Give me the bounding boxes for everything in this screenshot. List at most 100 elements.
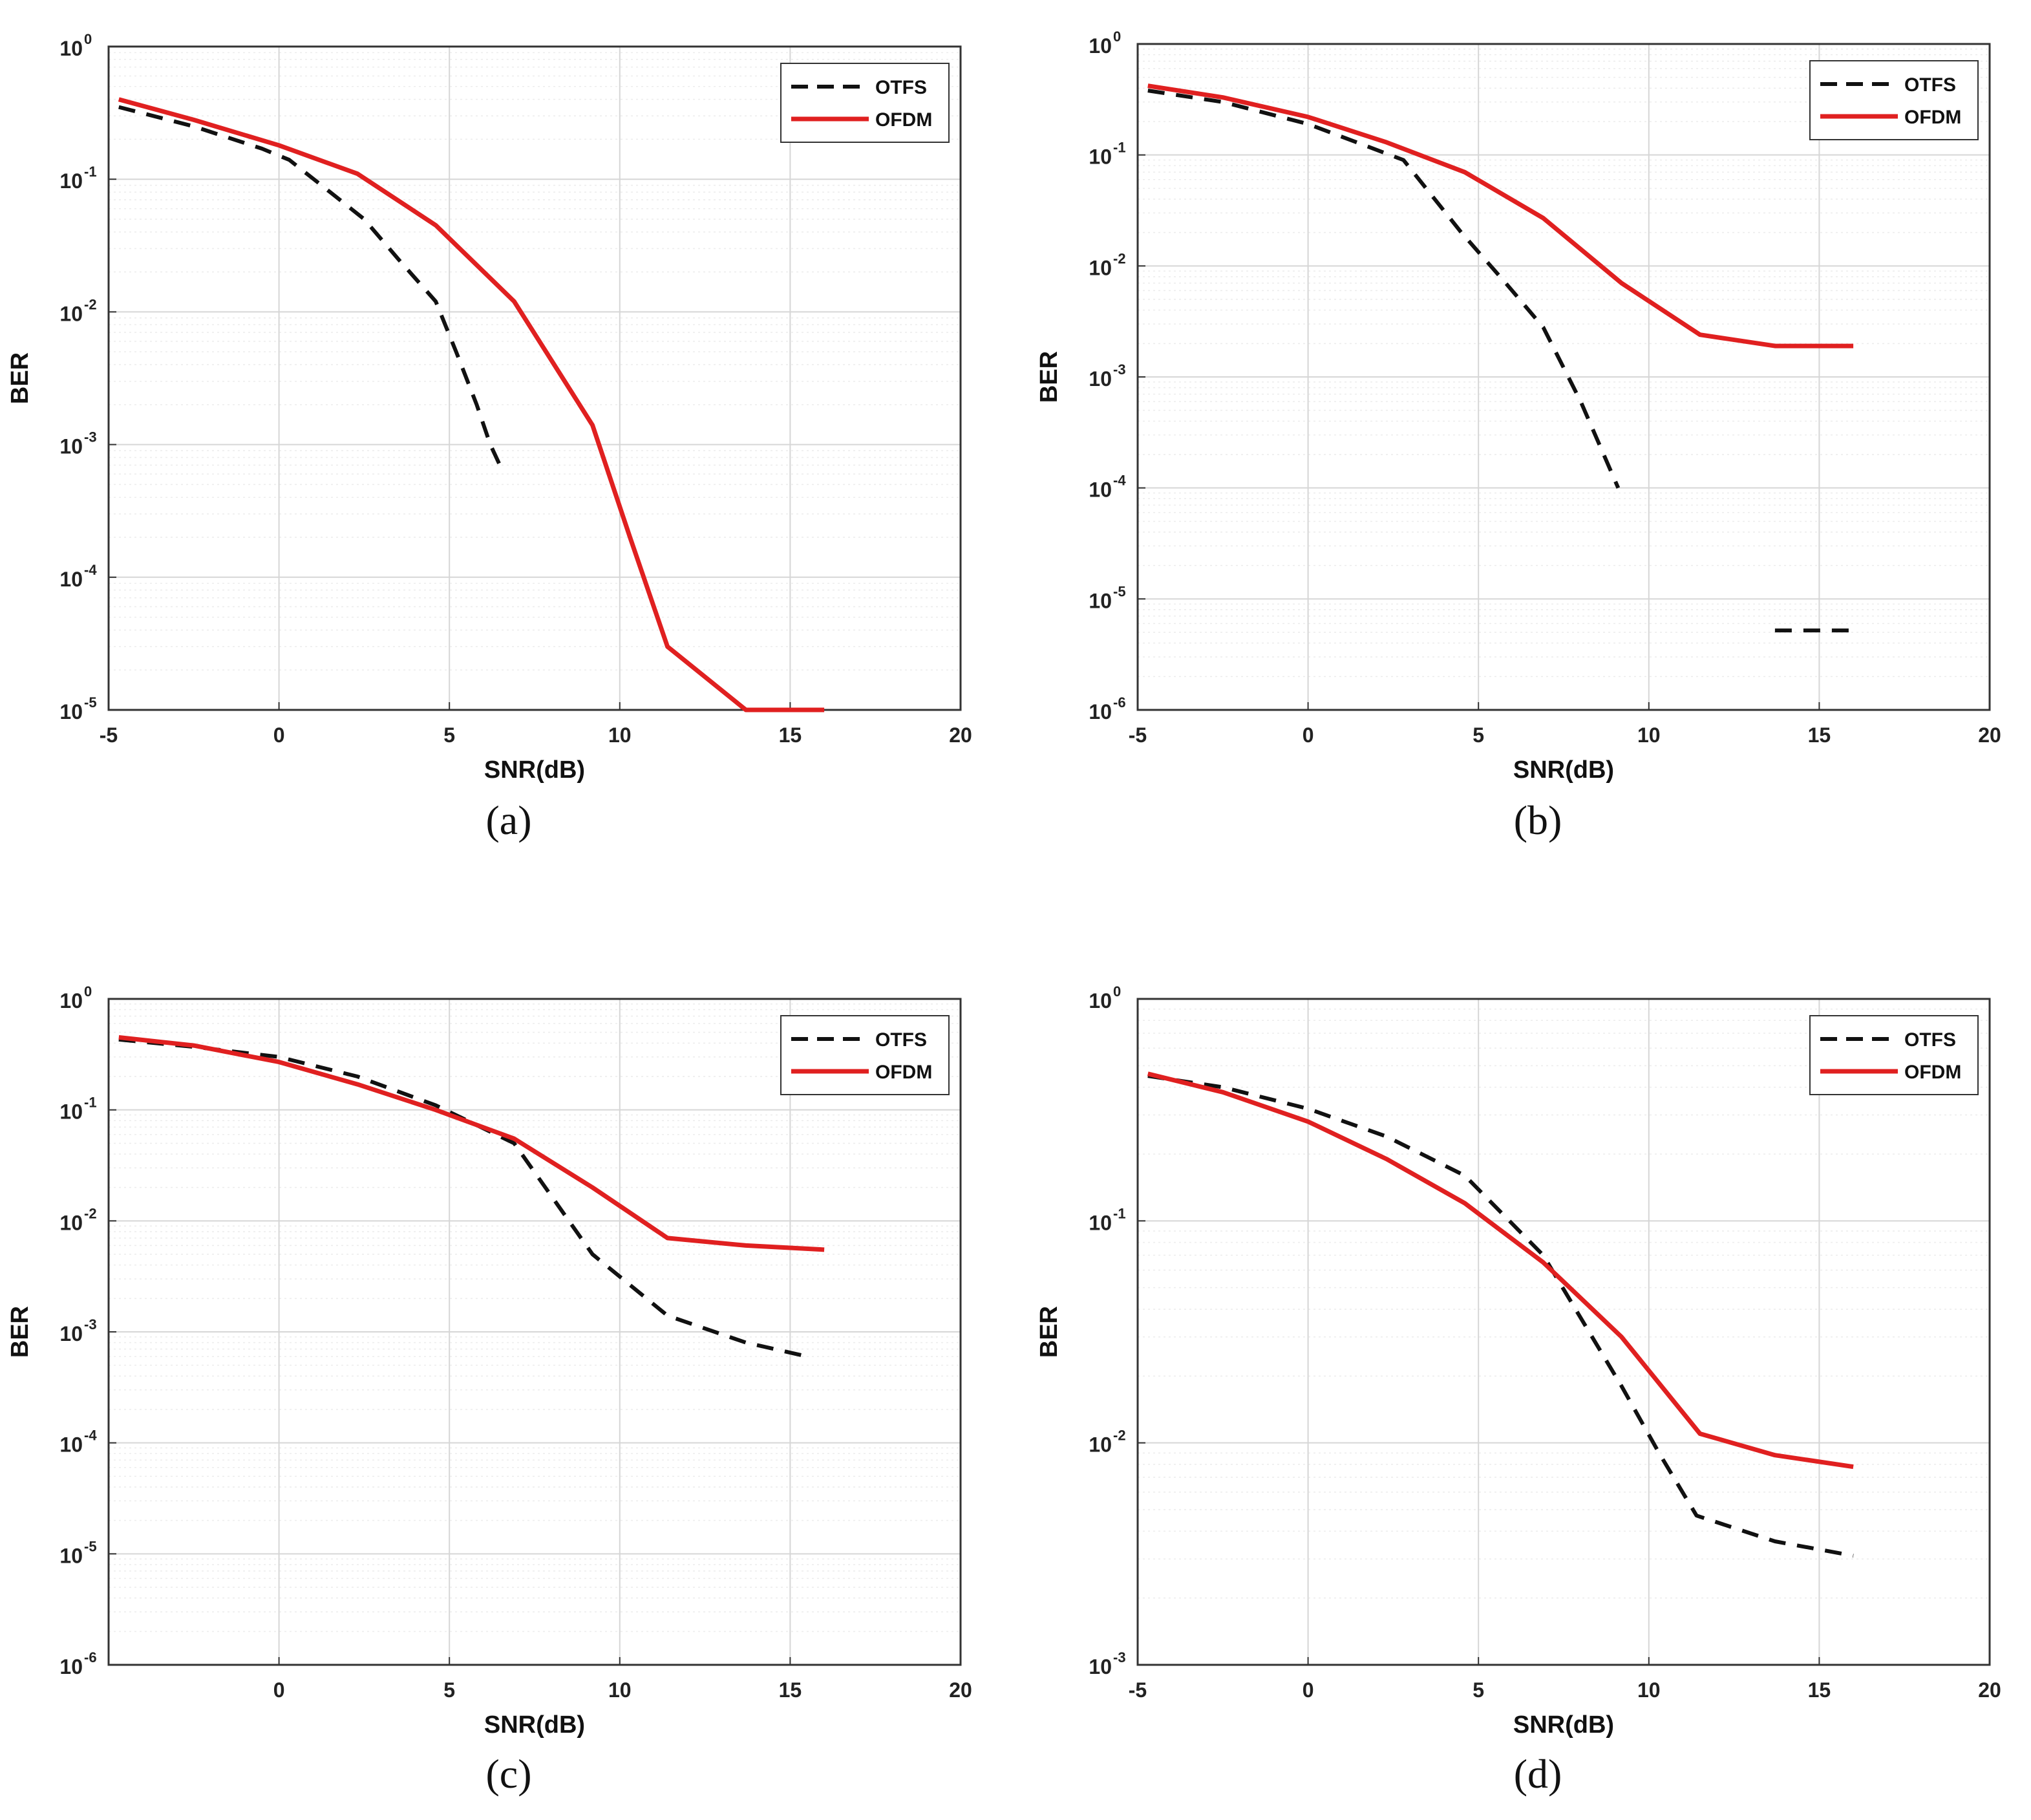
y-tick-label: 10 (1089, 367, 1112, 391)
y-tick-label: 10 (1089, 989, 1112, 1012)
y-tick-exponent: 0 (1113, 28, 1121, 45)
y-tick-label: 10 (59, 1100, 83, 1124)
plot-frame (1136, 998, 1991, 1666)
y-tick-exponent: -3 (84, 429, 97, 445)
x-tick-label: 0 (1303, 723, 1314, 747)
y-tick-label: 10 (59, 169, 83, 193)
x-tick-label: 5 (443, 723, 455, 747)
y-tick-label: 10 (59, 989, 83, 1012)
y-tick-exponent: -6 (84, 1649, 97, 1665)
x-tick-label: 20 (1978, 723, 2001, 747)
y-tick-exponent: -1 (1113, 140, 1126, 156)
legend-label-otfs: OTFS (1904, 74, 1956, 96)
y-tick-exponent: -5 (84, 694, 97, 711)
legend-box (780, 1015, 950, 1095)
series-line-ofdm (118, 1035, 825, 1252)
panel-caption: (d) (1514, 1751, 1562, 1797)
panel-caption: (c) (485, 1751, 531, 1797)
y-tick-exponent: -6 (1113, 694, 1126, 711)
y-axis-label: BER (6, 1306, 34, 1358)
y-tick-exponent: -3 (84, 1316, 97, 1333)
legend-label-ofdm: OFDM (875, 1062, 932, 1083)
x-tick-label: 10 (1637, 1678, 1661, 1702)
y-tick-exponent: -1 (84, 1095, 97, 1111)
y-tick-label: 10 (1089, 478, 1112, 502)
panel-caption: (b) (1514, 797, 1562, 843)
y-tick-label: 10 (59, 1322, 83, 1345)
y-tick-label: 10 (59, 700, 83, 723)
y-tick-label: 10 (1089, 589, 1112, 612)
y-tick-exponent: 0 (84, 983, 92, 1000)
series-line-otfs (1147, 1074, 1854, 1558)
y-axis-label: BER (1036, 1306, 1063, 1358)
x-tick-label: 0 (273, 723, 285, 747)
series-line-ofdm (1147, 1071, 1854, 1470)
y-tick-exponent: -1 (1113, 1205, 1126, 1221)
y-tick-exponent: -5 (1113, 583, 1126, 599)
plot-frame (107, 45, 962, 711)
x-tick-label: 5 (1473, 723, 1484, 747)
x-tick-label: -5 (100, 723, 118, 747)
legend: OTFS OFDM (780, 63, 950, 143)
y-tick-exponent: -2 (84, 1205, 97, 1221)
y-tick-label: 10 (1089, 1433, 1112, 1457)
y-tick-label: 10 (1089, 1655, 1112, 1678)
y-tick-exponent: -4 (84, 562, 97, 578)
x-axis-label: SNR(dB) (1513, 756, 1614, 784)
series-line-otfs (118, 105, 506, 475)
x-tick-label: 5 (1473, 1678, 1484, 1702)
y-tick-label: 10 (59, 302, 83, 325)
legend-box (1809, 60, 1979, 140)
x-axis-label: SNR(dB) (1513, 1711, 1614, 1739)
y-tick-label: 10 (1089, 34, 1112, 58)
x-tick-label: 15 (779, 723, 802, 747)
legend-label-ofdm: OFDM (1904, 107, 1961, 128)
y-tick-label: 10 (59, 435, 83, 458)
legend: OTFS OFDM (780, 1015, 950, 1095)
x-tick-label: 20 (949, 723, 972, 747)
y-tick-exponent: -2 (1113, 1428, 1126, 1444)
x-tick-label: -5 (1129, 1678, 1147, 1702)
series-line-otfs (1147, 89, 1621, 489)
x-tick-label: 10 (608, 723, 632, 747)
legend-box (780, 63, 950, 143)
y-tick-label: 10 (59, 1211, 83, 1234)
y-tick-label: 10 (59, 37, 83, 60)
series-line-ofdm (118, 97, 825, 712)
y-tick-exponent: -4 (84, 1428, 97, 1444)
y-tick-exponent: -4 (1113, 473, 1126, 489)
y-tick-exponent: -5 (84, 1538, 97, 1554)
y-tick-label: 10 (59, 1655, 83, 1678)
x-tick-label: 0 (273, 1678, 285, 1702)
x-tick-label: 15 (1808, 723, 1831, 747)
series-line-otfs (118, 1037, 808, 1359)
x-tick-label: 15 (779, 1678, 802, 1702)
x-tick-label: 15 (1808, 1678, 1831, 1702)
y-tick-exponent: 0 (1113, 983, 1121, 1000)
y-tick-exponent: -1 (84, 164, 97, 180)
y-tick-exponent: 0 (84, 31, 92, 47)
legend-box (1809, 1015, 1979, 1095)
y-tick-label: 10 (1089, 256, 1112, 279)
y-tick-exponent: -3 (1113, 1649, 1126, 1665)
series-line-ofdm (1147, 83, 1854, 348)
x-axis-label: SNR(dB) (484, 756, 585, 784)
y-tick-exponent: -3 (1113, 361, 1126, 378)
x-axis-label: SNR(dB) (484, 1711, 585, 1739)
legend-label-otfs: OTFS (1904, 1029, 1956, 1051)
x-tick-label: 0 (1303, 1678, 1314, 1702)
y-tick-label: 10 (59, 1544, 83, 1567)
panel-caption: (a) (485, 797, 531, 843)
x-tick-label: 20 (949, 1678, 972, 1702)
y-tick-label: 10 (59, 568, 83, 591)
legend-label-otfs: OTFS (875, 1029, 927, 1051)
x-tick-label: 10 (1637, 723, 1661, 747)
legend: OTFS OFDM (1809, 1015, 1979, 1095)
y-tick-label: 10 (1089, 1211, 1112, 1234)
y-axis-label: BER (6, 352, 34, 404)
